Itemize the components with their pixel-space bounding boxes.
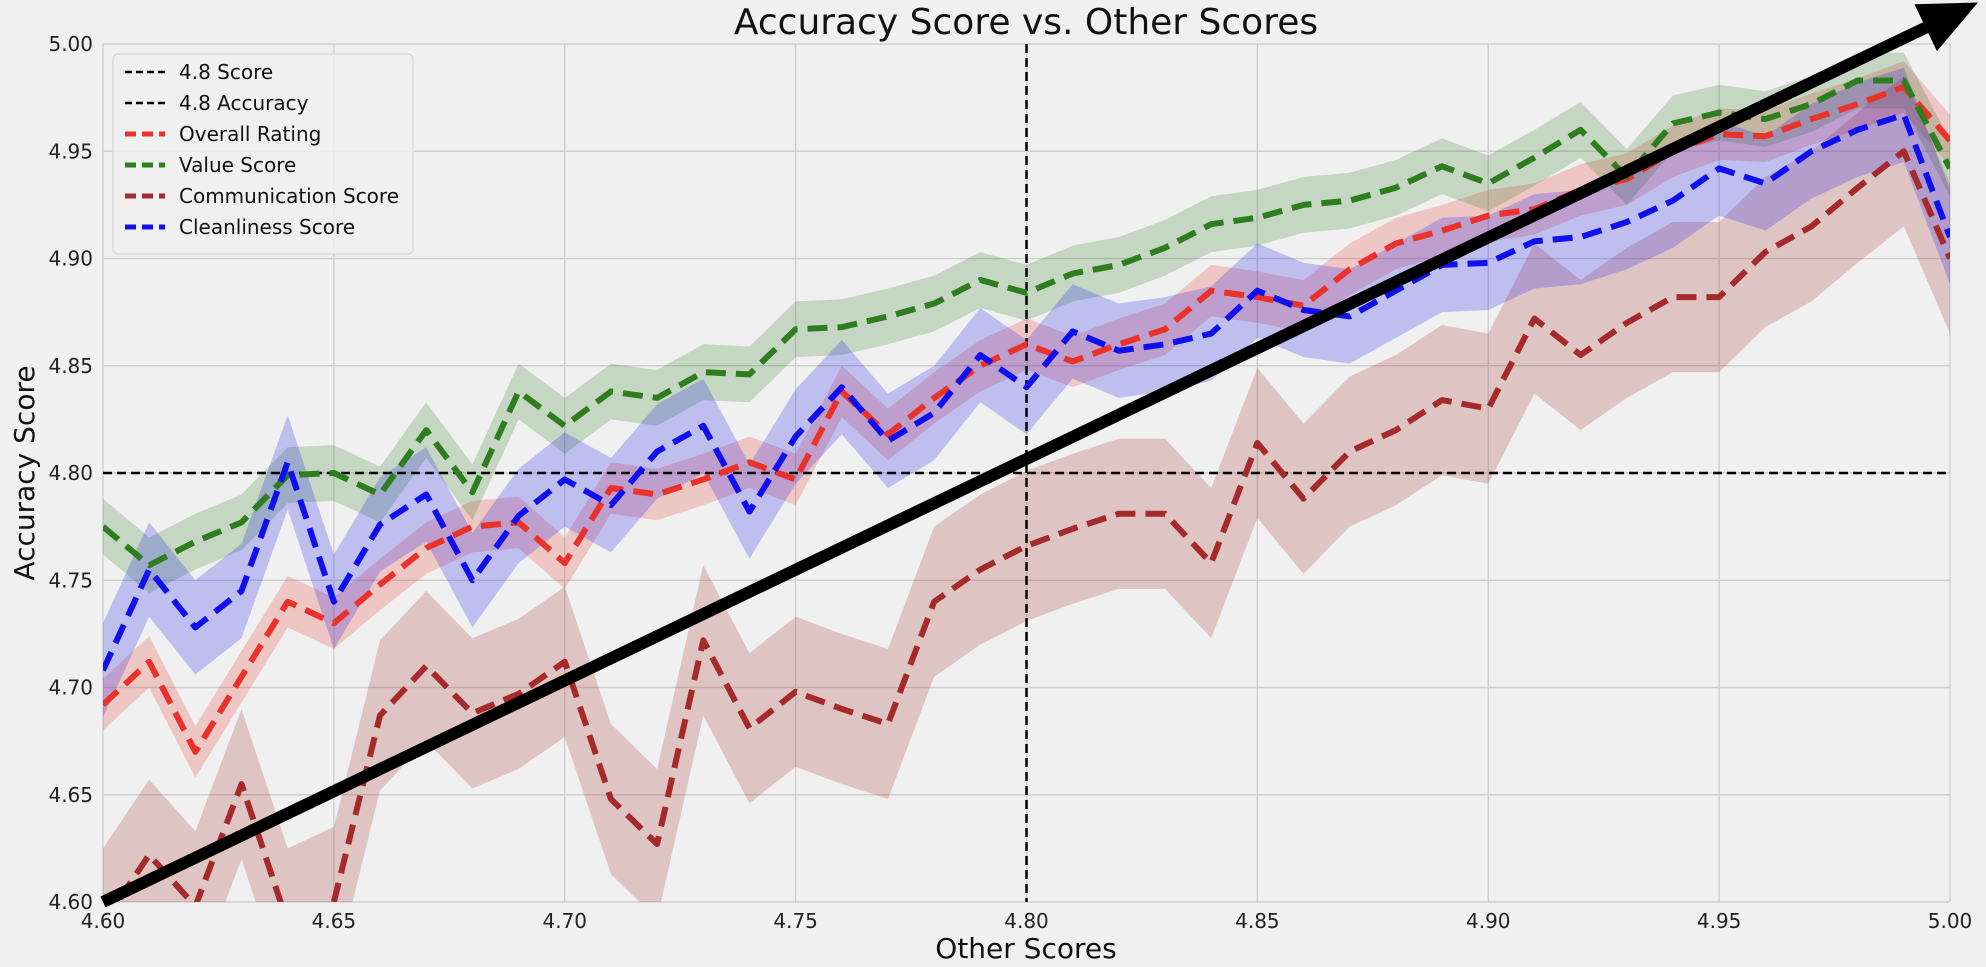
reference-lines [103,44,1950,902]
y-tick-label: 4.65 [48,783,93,807]
y-tick-label: 4.80 [48,461,93,485]
x-tick-labels: 4.60 4.65 4.70 4.75 4.80 4.85 4.90 4.95 5.00 [81,909,1973,933]
y-tick-label: 4.70 [48,676,93,700]
y-tick-label: 4.95 [48,139,93,163]
band-communication-score [103,76,1950,902]
x-tick-label: 4.70 [542,909,587,933]
legend-label: Value Score [179,153,296,177]
chart-title: Accuracy Score vs. Other Scores [734,2,1318,43]
y-tick-label: 5.00 [48,32,93,56]
legend-label: 4.8 Score [179,60,273,84]
band-value-score [103,52,1950,594]
y-tick-label: 4.60 [48,890,93,914]
trend-arrow-shaft [100,22,1929,908]
band-cleanliness-score [103,67,1950,718]
x-tick-label: 4.95 [1697,909,1742,933]
x-tick-label: 4.75 [773,909,818,933]
x-tick-label: 4.60 [81,909,126,933]
x-tick-label: 4.65 [312,909,357,933]
trend-arrow-head [1914,2,1978,52]
trend-arrow [100,2,1978,908]
legend-box [112,53,414,255]
y-tick-labels: 4.60 4.65 4.70 4.75 4.80 4.85 4.90 4.95 5.00 [48,32,93,914]
x-tick-label: 4.85 [1235,909,1280,933]
y-tick-label: 4.85 [48,354,93,378]
y-tick-label: 4.90 [48,247,93,271]
x-axis-title: Other Scores [935,932,1116,965]
legend: 4.8 Score 4.8 Accuracy Overall Rating Value… [112,53,414,255]
legend-label: Overall Rating [179,122,321,146]
legend-label: Cleanliness Score [179,215,355,239]
x-tick-label: 4.90 [1466,909,1511,933]
x-tick-label: 4.80 [1004,909,1049,933]
legend-label: Communication Score [179,184,399,208]
series-line-cleanliness-score [103,111,1950,672]
y-axis-title: Accuracy Score [8,365,41,580]
y-tick-label: 4.75 [48,568,93,592]
legend-label: 4.8 Accuracy [179,91,309,115]
x-tick-label: 5.00 [1928,909,1973,933]
